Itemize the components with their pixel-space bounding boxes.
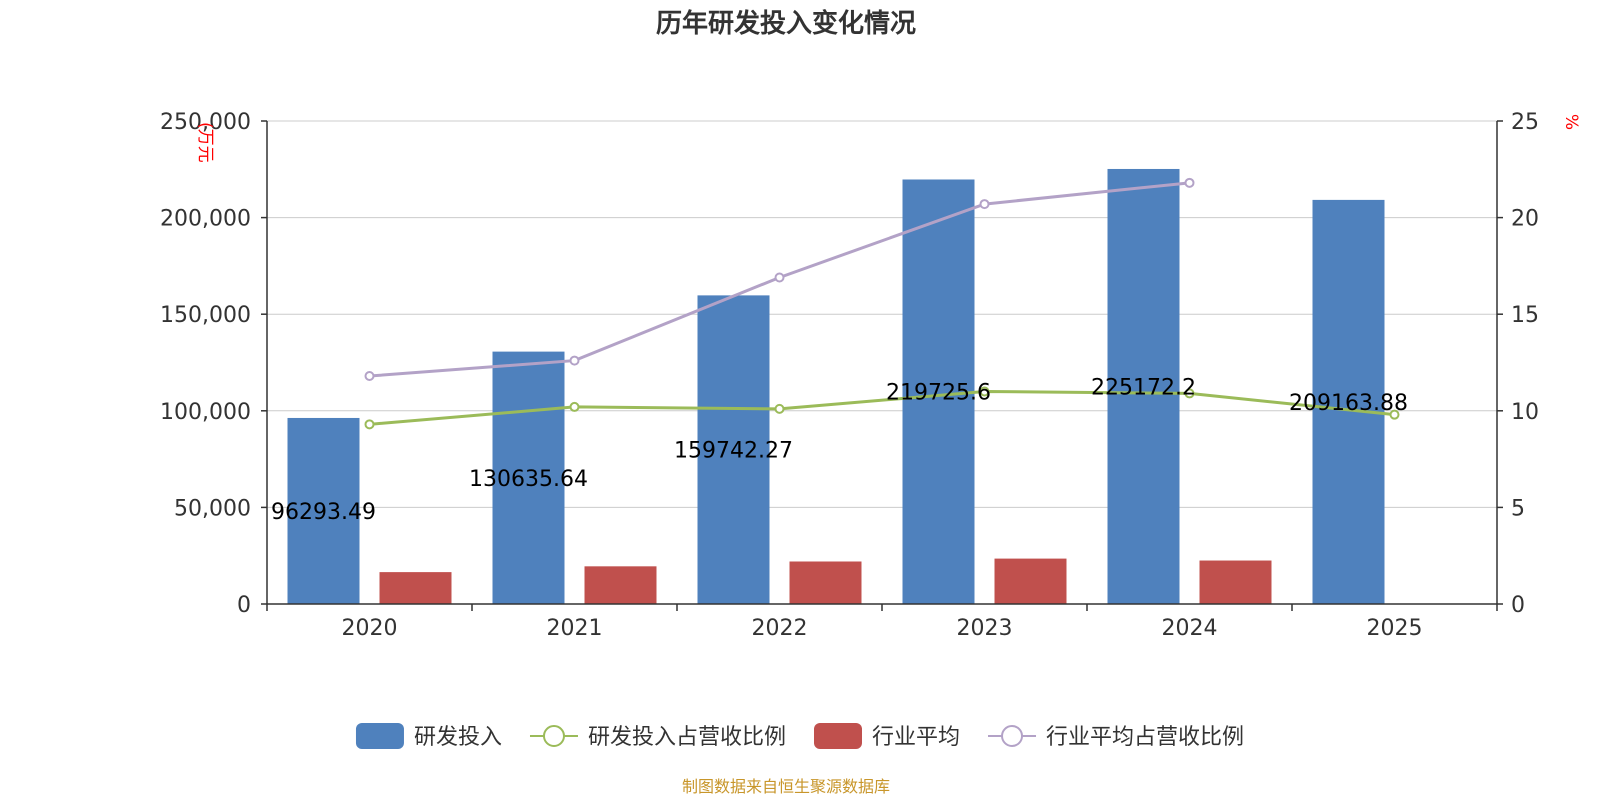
bars bbox=[287, 168, 1385, 604]
grid bbox=[267, 120, 1497, 508]
y-left-tick-label: 250,000 bbox=[160, 110, 251, 135]
x-tick-label: 2021 bbox=[547, 616, 603, 641]
legend-industry-average: 行业平均 bbox=[814, 723, 960, 750]
x-tick-label: 2022 bbox=[752, 616, 808, 641]
x-tick-label: 2023 bbox=[957, 616, 1013, 641]
bar-rd-investment bbox=[1107, 168, 1180, 604]
legend-label: 研发投入 bbox=[414, 725, 502, 750]
legend-label: 研发投入占营收比例 bbox=[588, 725, 786, 750]
line-rd-ratio bbox=[369, 389, 1395, 426]
point-rd-ratio bbox=[1184, 388, 1195, 399]
x-tick-label: 2025 bbox=[1367, 616, 1423, 641]
legend-label: 行业平均 bbox=[872, 725, 960, 750]
point-industry-ratio bbox=[979, 199, 990, 210]
data-label: 96293.49 bbox=[271, 500, 376, 525]
bar-industry-average bbox=[994, 558, 1067, 604]
data-labels: 96293.49 130635.64 159742.27 219725.6 225172… bbox=[271, 375, 1408, 524]
y-left-tick-label: 200,000 bbox=[160, 207, 251, 232]
y-right-tick-label: 15 bbox=[1511, 303, 1539, 328]
y-left-tick-label: 50,000 bbox=[174, 496, 251, 521]
bar-industry-average bbox=[584, 566, 657, 604]
y-right-tick-label: 25 bbox=[1511, 110, 1539, 135]
legend-rd-investment: 研发投入 bbox=[355, 723, 502, 750]
data-label: 219725.6 bbox=[886, 381, 991, 406]
right-axis-unit: % bbox=[1561, 114, 1581, 130]
point-industry-ratio bbox=[569, 355, 580, 366]
bar-rd-investment bbox=[697, 295, 770, 604]
y-right-tick-label: 0 bbox=[1511, 593, 1525, 618]
bar-industry-average bbox=[1199, 560, 1272, 604]
point-industry-ratio bbox=[364, 371, 375, 382]
y-left-tick-label: 150,000 bbox=[160, 303, 251, 328]
bar-rd-investment bbox=[492, 351, 565, 604]
bar-industry-average bbox=[789, 561, 862, 604]
legend: 研发投入 研发投入占营收比例 行业平均 行业平均占营收比例 bbox=[355, 723, 1244, 750]
point-rd-ratio bbox=[569, 401, 580, 412]
point-rd-ratio bbox=[979, 386, 990, 397]
y-right-tick-label: 10 bbox=[1511, 400, 1539, 425]
point-industry-ratio bbox=[1184, 177, 1195, 188]
bar-industry-average bbox=[379, 572, 452, 604]
bar-rd-investment bbox=[287, 417, 360, 604]
legend-industry-ratio: 行业平均占营收比例 bbox=[988, 725, 1244, 750]
y-left-tick-label: 100,000 bbox=[160, 400, 251, 425]
point-rd-ratio bbox=[1389, 409, 1400, 420]
legend-label: 行业平均占营收比例 bbox=[1046, 725, 1244, 750]
point-industry-ratio bbox=[774, 272, 785, 283]
y-left-tick-label: 0 bbox=[237, 593, 251, 618]
left-axis-unit: (万元 bbox=[195, 122, 215, 163]
bar-rd-investment bbox=[902, 179, 975, 604]
point-rd-ratio bbox=[774, 403, 785, 414]
data-label: 225172.2 bbox=[1091, 375, 1196, 400]
x-tick-label: 2024 bbox=[1162, 616, 1218, 641]
data-label: 159742.27 bbox=[674, 439, 793, 464]
legend-swatch bbox=[355, 723, 404, 749]
legend-rd-ratio: 研发投入占营收比例 bbox=[529, 725, 786, 750]
legend-marker bbox=[1001, 725, 1024, 747]
bar-rd-investment bbox=[1312, 199, 1385, 604]
chart-title: 历年研发投入变化情况 bbox=[656, 8, 916, 39]
y-right-tick-label: 5 bbox=[1511, 496, 1525, 521]
x-tick-label: 2020 bbox=[342, 616, 398, 641]
data-label: 209163.88 bbox=[1289, 391, 1408, 416]
legend-swatch bbox=[814, 723, 862, 749]
axes: 0 50,000 100,000 150,000 200,000 250,000 0 5 10 1… bbox=[160, 110, 1539, 641]
source-note: 制图数据来自恒生聚源数据库 bbox=[682, 777, 890, 796]
lines bbox=[364, 177, 1400, 430]
point-rd-ratio bbox=[364, 419, 375, 430]
y-right-tick-label: 20 bbox=[1511, 207, 1539, 232]
legend-marker bbox=[542, 725, 565, 747]
data-label: 130635.64 bbox=[469, 467, 588, 492]
